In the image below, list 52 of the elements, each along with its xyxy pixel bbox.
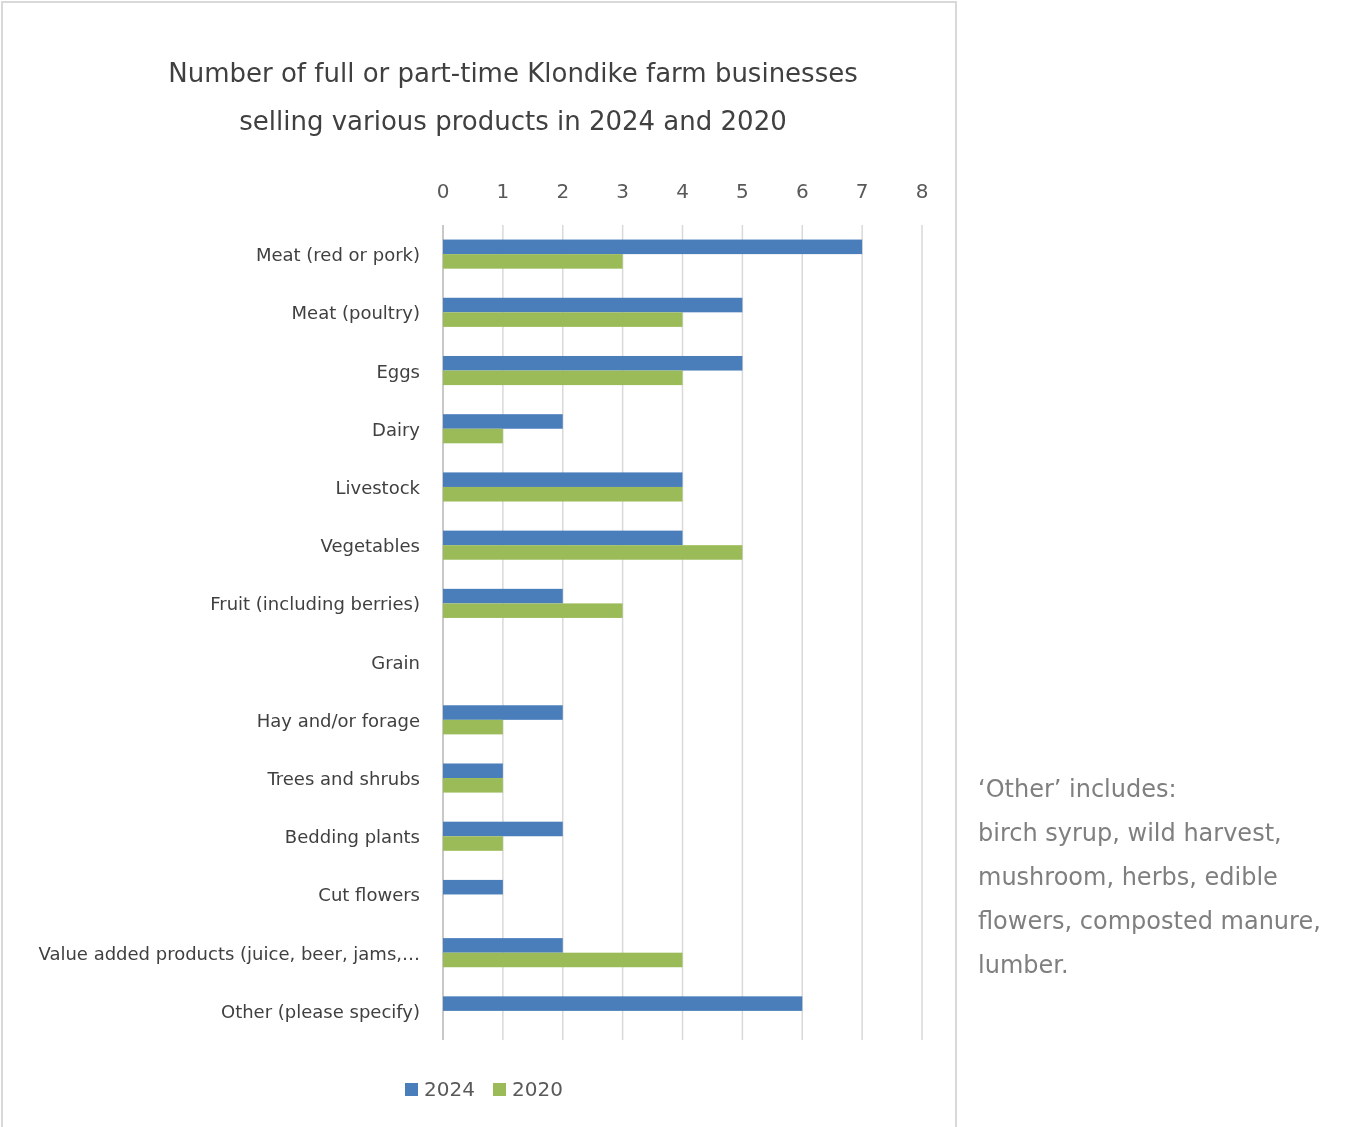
- bar: [443, 428, 503, 444]
- bar: [443, 719, 503, 735]
- bar: [443, 545, 743, 560]
- bar: [443, 239, 863, 255]
- bar: [443, 952, 683, 968]
- x-tick-label: 4: [676, 179, 689, 203]
- bar: [443, 821, 563, 837]
- chart-title: Number of full or part-time Klondike farm businesses selling various products in 2024 and 2020: [168, 58, 858, 136]
- bar: [443, 297, 743, 313]
- y-tick-label: Meat (poultry): [291, 302, 420, 324]
- x-tick-label: 6: [795, 179, 809, 203]
- x-tick-label: 3: [616, 179, 629, 203]
- bar: [443, 486, 683, 502]
- y-tick-label: Fruit (including berries): [210, 593, 420, 615]
- y-tick-label: Bedding plants: [284, 826, 420, 848]
- x-tick-label: 2: [556, 179, 570, 203]
- y-tick-label: Value added products (juice, beer, jams,…: [38, 942, 420, 964]
- y-tick-label: Trees and shrubs: [266, 768, 420, 790]
- y-tick-label: Vegetables: [320, 535, 420, 557]
- bar: [443, 879, 503, 895]
- y-tick-label: Other (please specify): [220, 1000, 420, 1022]
- legend-label: 2024: [424, 1077, 475, 1101]
- y-tick-label: Eggs: [376, 360, 420, 382]
- text: birch syrup, wild harvest, mushroom, herbs, edible flowers, composted manure, lumber.: [978, 819, 1321, 979]
- y-tick-label: Livestock: [335, 476, 421, 498]
- legend-label: 2020: [512, 1077, 563, 1101]
- bar: [443, 603, 623, 618]
- bar: [443, 355, 743, 371]
- bar: [443, 938, 563, 953]
- bar: [443, 996, 803, 1011]
- bar: [443, 370, 683, 386]
- y-tick-label: Dairy: [372, 418, 421, 440]
- text: ‘Other’ includes:: [978, 775, 1177, 803]
- bar: [443, 778, 503, 793]
- y-tick-label: Hay and/or forage: [256, 709, 420, 731]
- y-tick-label: Grain: [371, 651, 420, 673]
- bar: [443, 836, 503, 851]
- bar: [443, 588, 563, 604]
- y-tick-label: Meat (red or pork): [255, 244, 420, 266]
- bar: [443, 763, 503, 779]
- bar: [443, 705, 563, 720]
- bar: [443, 312, 683, 327]
- x-tick-label: 7: [855, 179, 869, 203]
- bar: [443, 530, 683, 546]
- bar: [443, 414, 563, 429]
- bar: [443, 254, 623, 269]
- x-tick-label: 5: [736, 179, 749, 203]
- x-tick-label: 8: [915, 179, 929, 203]
- x-tick-label: 1: [496, 179, 510, 203]
- x-tick-label: 0: [436, 179, 450, 203]
- bar: [443, 472, 683, 487]
- y-tick-label: Cut flowers: [318, 884, 420, 906]
